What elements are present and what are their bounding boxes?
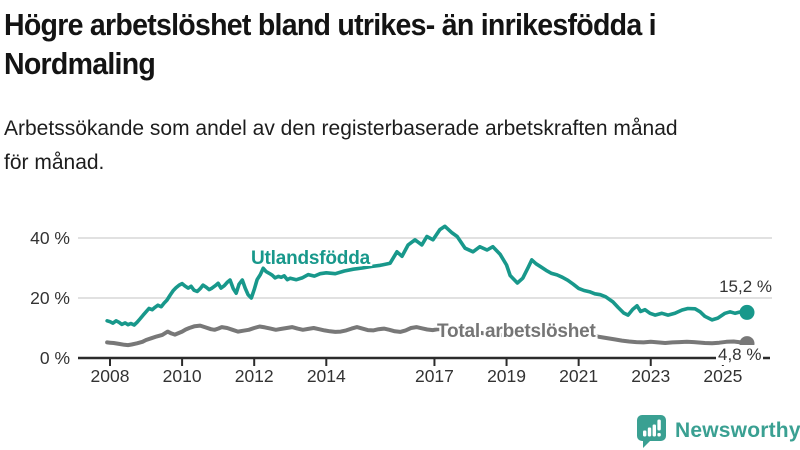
x-axis-tick-label: 2021 xyxy=(559,366,599,386)
x-axis-tick-label: 2023 xyxy=(631,366,671,386)
end-value-label-utlandsfodda: 15,2 % xyxy=(719,277,772,296)
page-subtitle: Arbetssökande som andel av den registerb… xyxy=(4,117,678,174)
y-axis-tick-label: 20 % xyxy=(30,288,70,308)
y-axis-tick-label: 40 % xyxy=(30,228,70,248)
y-axis-tick-label: 0 % xyxy=(39,348,70,368)
series-label-total-arbetsloshet: Total arbetslöshet xyxy=(437,321,596,342)
newsworthy-logo[interactable]: Newsworthy xyxy=(636,414,800,448)
x-axis-tick-label: 2017 xyxy=(414,366,454,386)
series-label-utlandsfodda: Utlandsfödda xyxy=(251,248,370,269)
x-axis-tick-label: 2025 xyxy=(703,366,743,386)
end-value-label-total: 4,8 % xyxy=(716,345,764,365)
newsworthy-logo-text: Newsworthy xyxy=(675,419,800,442)
x-axis-tick-label: 2019 xyxy=(487,366,527,386)
newsworthy-logo-icon xyxy=(636,414,667,448)
x-axis-tick-label: 2010 xyxy=(162,366,202,386)
page-title: Högre arbetslöshet bland utrikes- än inr… xyxy=(4,7,657,81)
x-axis-tick-label: 2014 xyxy=(306,366,346,386)
x-axis-tick-label: 2008 xyxy=(90,366,130,386)
x-axis-tick-label: 2012 xyxy=(234,366,274,386)
